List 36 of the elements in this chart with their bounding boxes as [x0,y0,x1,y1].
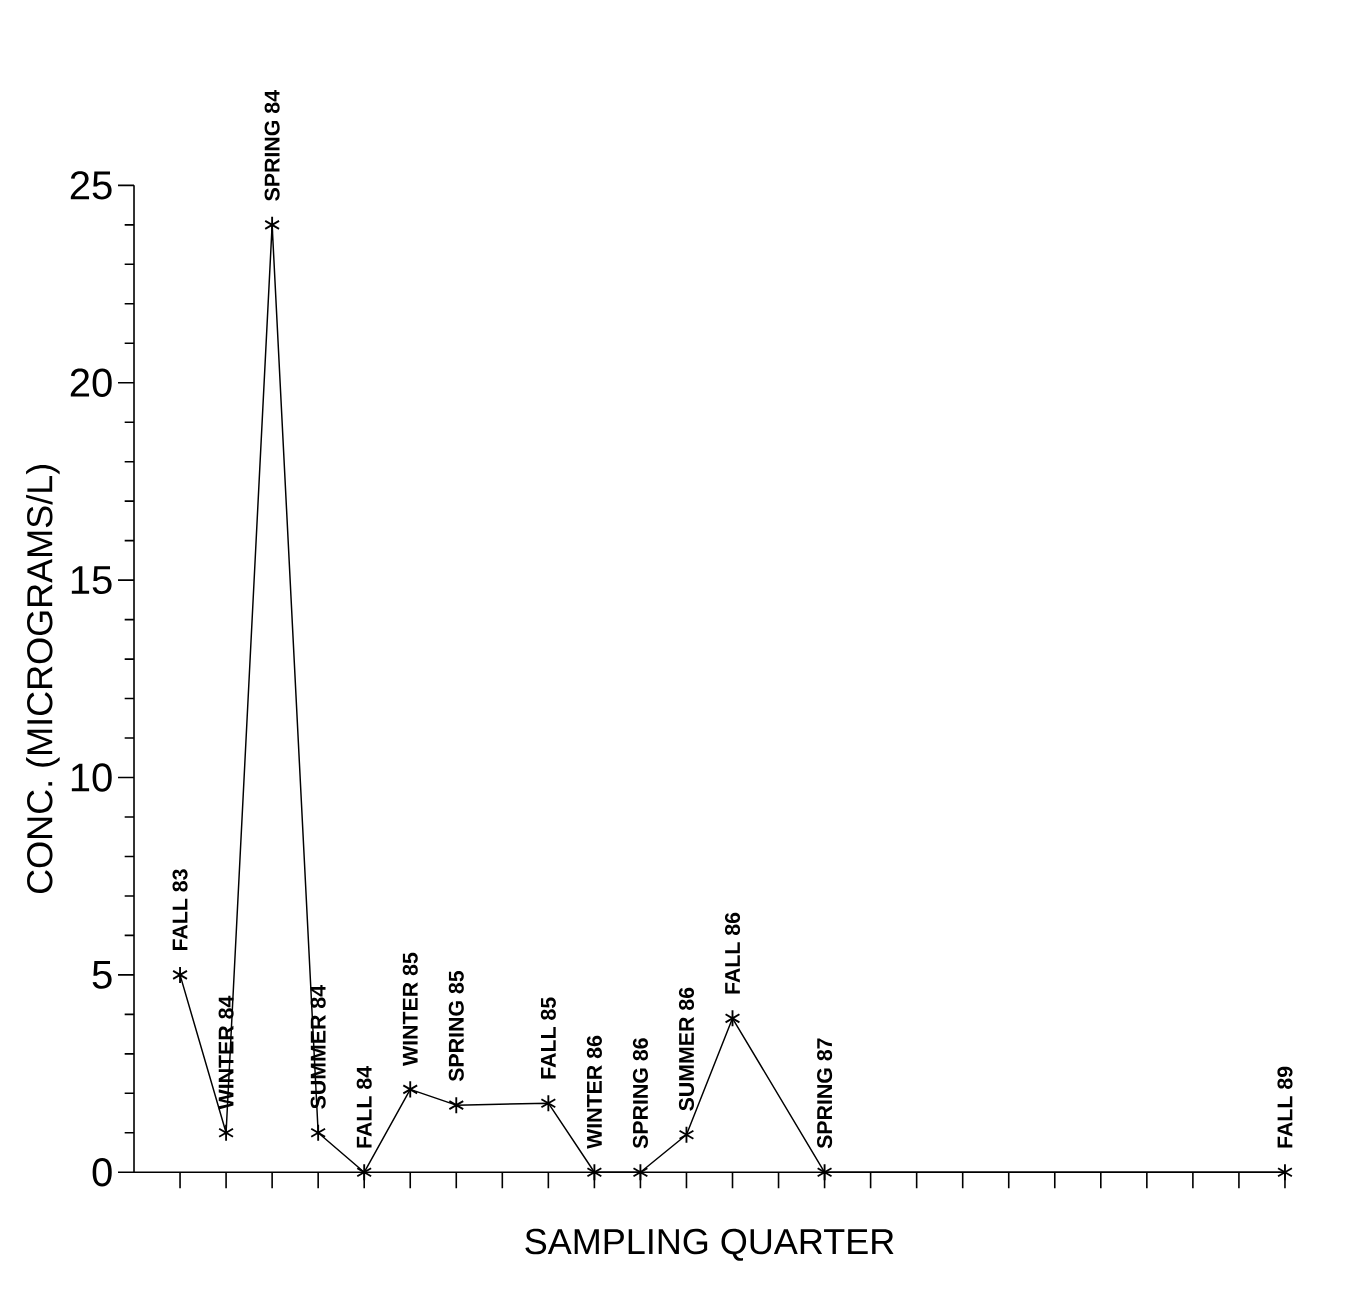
data-label: SUMMER 86 [678,987,695,1111]
y-tick-label: 25 [70,171,112,200]
data-label: FALL 83 [172,869,188,951]
data-label: SPRING 85 [448,971,464,1082]
point [724,1009,741,1028]
x-axis-title: SAMPLING QUARTER [525,1228,894,1261]
data-label: SPRING 87 [817,1038,833,1149]
data-label: FALL 84 [356,1066,372,1148]
point [540,1094,557,1113]
data-label: FALL 85 [540,997,556,1079]
y-axis-title: CONC. (MICROGRAMS/L) [26,465,60,894]
point [678,1126,695,1144]
point [402,1080,419,1099]
point [264,216,280,234]
point [816,1163,833,1182]
point [586,1163,603,1182]
y-tick-label: 10 [71,763,112,792]
point [218,1124,234,1142]
data-label: WINTER 85 [402,952,418,1067]
point [1277,1163,1293,1182]
data-label: SPRING 86 [632,1038,648,1149]
data-label: SPRING 84 [264,90,280,202]
point [172,966,188,985]
y-tick-label: 15 [71,566,112,595]
data-label: SUMMER 84 [310,985,326,1109]
point [448,1096,465,1115]
data-label: FALL 86 [724,912,741,994]
y-tick-label: 20 [70,368,112,398]
y-tick-label: 0 [92,1158,112,1187]
data-label: FALL 89 [1277,1066,1293,1148]
point [356,1163,373,1182]
data-label: WINTER 84 [218,995,234,1110]
point [632,1163,649,1182]
y-tick-label: 5 [92,961,112,990]
point [310,1124,327,1142]
data-label: WINTER 86 [586,1036,602,1150]
